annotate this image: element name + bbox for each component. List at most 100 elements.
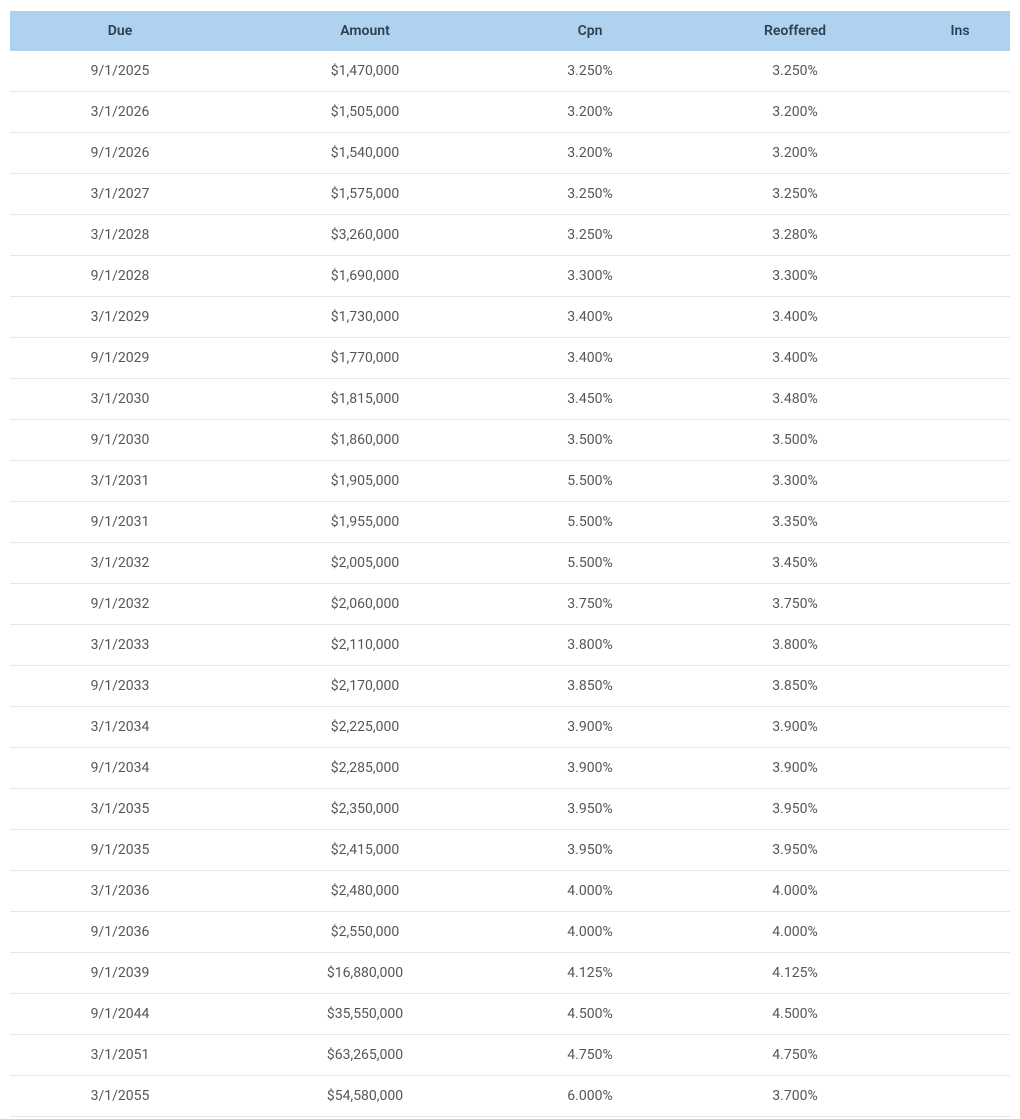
cell-amount: $1,540,000 (230, 133, 500, 174)
cell-due: 9/1/2033 (10, 666, 230, 707)
cell-ins (910, 912, 1010, 953)
cell-cpn: 3.900% (500, 707, 680, 748)
cell-due: 3/1/2035 (10, 789, 230, 830)
cell-due: 9/1/2039 (10, 953, 230, 994)
cell-ins (910, 748, 1010, 789)
cell-cpn: 3.400% (500, 297, 680, 338)
cell-ins (910, 92, 1010, 133)
cell-cpn: 3.200% (500, 92, 680, 133)
table-row: 9/1/2028$1,690,0003.300%3.300% (10, 256, 1010, 297)
cell-due: 3/1/2055 (10, 1076, 230, 1117)
cell-reoffered: 3.350% (680, 502, 910, 543)
table-row: 9/1/2032$2,060,0003.750%3.750% (10, 584, 1010, 625)
cell-cpn: 3.900% (500, 748, 680, 789)
cell-amount: $2,110,000 (230, 625, 500, 666)
cell-cpn: 3.250% (500, 51, 680, 92)
table-row: 3/1/2033$2,110,0003.800%3.800% (10, 625, 1010, 666)
table-row: 3/1/2034$2,225,0003.900%3.900% (10, 707, 1010, 748)
cell-cpn: 3.250% (500, 215, 680, 256)
cell-ins (910, 1076, 1010, 1117)
cell-due: 9/1/2044 (10, 994, 230, 1035)
cell-reoffered: 3.900% (680, 748, 910, 789)
cell-cpn: 5.500% (500, 543, 680, 584)
cell-amount: $1,905,000 (230, 461, 500, 502)
cell-due: 3/1/2026 (10, 92, 230, 133)
cell-amount: $2,415,000 (230, 830, 500, 871)
cell-amount: $1,860,000 (230, 420, 500, 461)
cell-due: 9/1/2031 (10, 502, 230, 543)
cell-due: 3/1/2027 (10, 174, 230, 215)
column-header-reoffered: Reoffered (680, 11, 910, 51)
cell-cpn: 4.500% (500, 994, 680, 1035)
cell-ins (910, 133, 1010, 174)
cell-due: 9/1/2026 (10, 133, 230, 174)
table-row: 3/1/2055$54,580,0006.000%3.700% (10, 1076, 1010, 1117)
cell-reoffered: 3.300% (680, 256, 910, 297)
cell-ins (910, 994, 1010, 1035)
bond-schedule-table: Due Amount Cpn Reoffered Ins 9/1/2025$1,… (10, 11, 1010, 1117)
table-row: 3/1/2036$2,480,0004.000%4.000% (10, 871, 1010, 912)
cell-amount: $2,285,000 (230, 748, 500, 789)
cell-due: 3/1/2029 (10, 297, 230, 338)
cell-amount: $2,170,000 (230, 666, 500, 707)
cell-reoffered: 3.300% (680, 461, 910, 502)
cell-due: 3/1/2031 (10, 461, 230, 502)
cell-ins (910, 174, 1010, 215)
bond-schedule-table-container: Due Amount Cpn Reoffered Ins 9/1/2025$1,… (10, 11, 1010, 1117)
cell-cpn: 5.500% (500, 461, 680, 502)
cell-reoffered: 3.480% (680, 379, 910, 420)
table-row: 3/1/2032$2,005,0005.500%3.450% (10, 543, 1010, 584)
cell-reoffered: 3.250% (680, 51, 910, 92)
table-row: 9/1/2039$16,880,0004.125%4.125% (10, 953, 1010, 994)
cell-ins (910, 420, 1010, 461)
table-row: 9/1/2030$1,860,0003.500%3.500% (10, 420, 1010, 461)
cell-amount: $2,060,000 (230, 584, 500, 625)
cell-cpn: 4.125% (500, 953, 680, 994)
cell-cpn: 4.000% (500, 871, 680, 912)
cell-reoffered: 3.200% (680, 92, 910, 133)
cell-reoffered: 3.850% (680, 666, 910, 707)
cell-amount: $35,550,000 (230, 994, 500, 1035)
cell-reoffered: 3.280% (680, 215, 910, 256)
cell-amount: $1,575,000 (230, 174, 500, 215)
cell-cpn: 3.850% (500, 666, 680, 707)
cell-reoffered: 3.400% (680, 338, 910, 379)
cell-amount: $2,225,000 (230, 707, 500, 748)
table-row: 3/1/2035$2,350,0003.950%3.950% (10, 789, 1010, 830)
cell-cpn: 3.750% (500, 584, 680, 625)
column-header-amount: Amount (230, 11, 500, 51)
cell-amount: $1,505,000 (230, 92, 500, 133)
cell-reoffered: 4.500% (680, 994, 910, 1035)
cell-cpn: 3.300% (500, 256, 680, 297)
table-row: 9/1/2034$2,285,0003.900%3.900% (10, 748, 1010, 789)
table-row: 3/1/2026$1,505,0003.200%3.200% (10, 92, 1010, 133)
cell-cpn: 4.750% (500, 1035, 680, 1076)
cell-due: 9/1/2029 (10, 338, 230, 379)
cell-amount: $2,005,000 (230, 543, 500, 584)
table-row: 9/1/2029$1,770,0003.400%3.400% (10, 338, 1010, 379)
cell-due: 3/1/2051 (10, 1035, 230, 1076)
cell-due: 9/1/2032 (10, 584, 230, 625)
table-row: 9/1/2035$2,415,0003.950%3.950% (10, 830, 1010, 871)
cell-due: 9/1/2036 (10, 912, 230, 953)
cell-reoffered: 3.900% (680, 707, 910, 748)
table-row: 3/1/2031$1,905,0005.500%3.300% (10, 461, 1010, 502)
cell-amount: $2,550,000 (230, 912, 500, 953)
cell-due: 9/1/2030 (10, 420, 230, 461)
cell-due: 3/1/2028 (10, 215, 230, 256)
cell-ins (910, 543, 1010, 584)
cell-reoffered: 3.450% (680, 543, 910, 584)
table-row: 9/1/2026$1,540,0003.200%3.200% (10, 133, 1010, 174)
cell-reoffered: 3.250% (680, 174, 910, 215)
table-row: 9/1/2033$2,170,0003.850%3.850% (10, 666, 1010, 707)
cell-cpn: 3.450% (500, 379, 680, 420)
cell-ins (910, 830, 1010, 871)
cell-reoffered: 3.700% (680, 1076, 910, 1117)
cell-reoffered: 3.500% (680, 420, 910, 461)
cell-amount: $1,770,000 (230, 338, 500, 379)
cell-due: 9/1/2028 (10, 256, 230, 297)
cell-ins (910, 338, 1010, 379)
cell-reoffered: 4.000% (680, 871, 910, 912)
table-row: 9/1/2036$2,550,0004.000%4.000% (10, 912, 1010, 953)
table-row: 3/1/2030$1,815,0003.450%3.480% (10, 379, 1010, 420)
